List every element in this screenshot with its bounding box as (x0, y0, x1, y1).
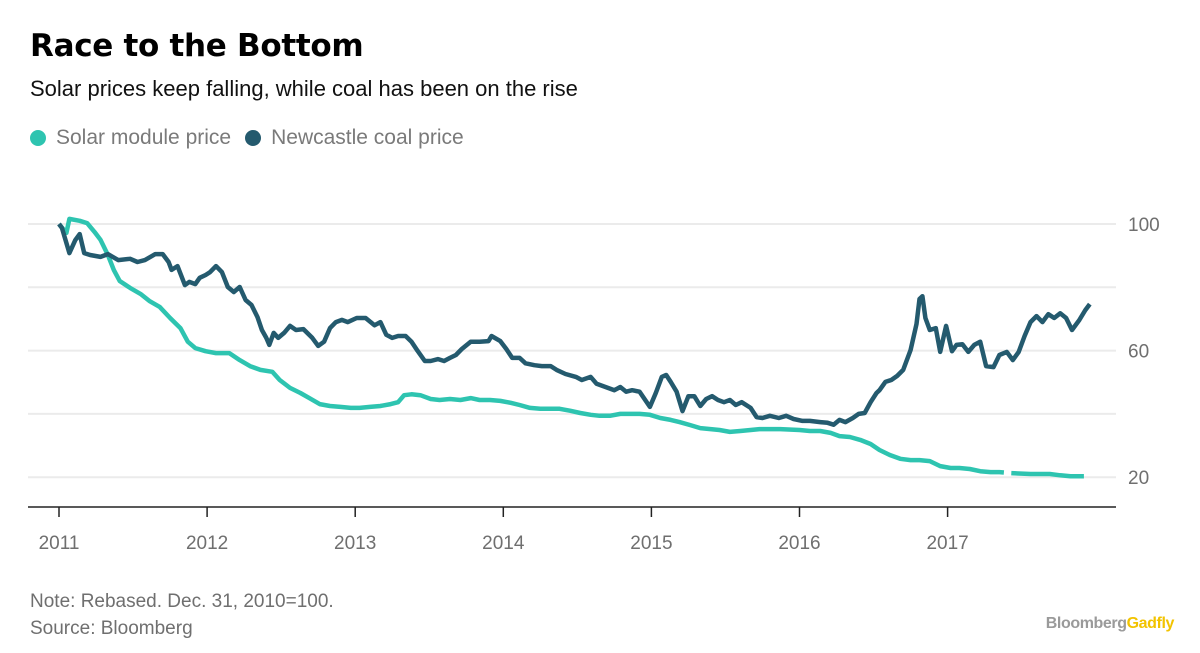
y-axis: 100 60 20 (1128, 215, 1160, 489)
legend-item-solar: Solar module price (30, 126, 231, 150)
legend-item-coal: Newcastle coal price (245, 126, 464, 150)
chart-title: Race to the Bottom (30, 28, 364, 64)
note-text: Note: Rebased. Dec. 31, 2010=100. (30, 591, 334, 612)
y-tick-label-60: 60 (1128, 342, 1149, 363)
legend-swatch-solar-icon (30, 130, 46, 146)
coal-price-line (57, 222, 1092, 427)
brand-logo: BloombergGadfly (1045, 615, 1175, 633)
y-tick-label-100: 100 (1128, 215, 1160, 236)
x-tick-label-2012: 2012 (186, 533, 228, 554)
x-tick-label-2016: 2016 (778, 533, 820, 554)
chart-subtitle: Solar prices keep falling, while coal ha… (30, 76, 578, 101)
brand-primary: Bloomberg (1045, 615, 1127, 632)
x-tick-label-2013: 2013 (334, 533, 376, 554)
x-tick-label-2011: 2011 (39, 533, 80, 554)
source-text: Source: Bloomberg (30, 618, 193, 639)
x-tick-label-2017: 2017 (926, 533, 968, 554)
legend-swatch-coal-icon (245, 130, 262, 146)
legend: Solar module price Newcastle coal price (30, 126, 478, 150)
x-axis: 2011 2012 2013 2014 2015 2016 2017 (28, 506, 1116, 554)
brand-secondary: Gadfly (1126, 615, 1175, 632)
solar-price-line-segment-1 (57, 216, 1005, 475)
legend-label-solar: Solar module price (56, 126, 232, 149)
legend-label-coal: Newcastle coal price (271, 126, 464, 149)
solar-price-line-segment-2 (1011, 470, 1084, 479)
x-tick-label-2015: 2015 (630, 533, 672, 554)
x-tick-label-2014: 2014 (482, 533, 525, 554)
footer-notes: Note: Rebased. Dec. 31, 2010=100. Source… (30, 588, 334, 642)
series-lines (57, 216, 1092, 479)
y-tick-label-20: 20 (1128, 468, 1149, 489)
